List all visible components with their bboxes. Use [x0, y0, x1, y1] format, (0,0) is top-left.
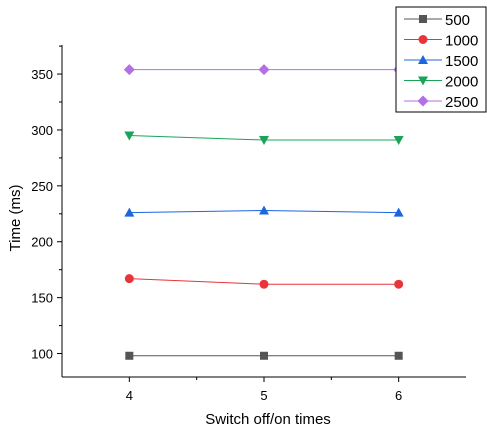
x-tick-label: 5 — [260, 388, 267, 403]
data-point-500 — [260, 351, 268, 360]
data-point-1000 — [394, 279, 404, 289]
legend-marker — [418, 35, 428, 44]
legend-marker — [417, 95, 429, 107]
legend: 500 1000 1500 2000 2500 — [395, 6, 487, 113]
data-point-1000 — [124, 274, 134, 284]
y-tick-label: 250 — [31, 179, 53, 194]
data-point-1000 — [259, 279, 269, 289]
data-point-500 — [125, 351, 134, 360]
data-point-2000 — [259, 136, 269, 146]
y-tick-label: 350 — [31, 67, 53, 82]
legend-entry-2500: 2500 — [404, 94, 478, 111]
data-point-500 — [394, 351, 403, 360]
y-tick-label: 200 — [31, 235, 53, 250]
data-point-1500 — [259, 205, 269, 215]
series-500 — [125, 351, 403, 360]
legend-marker — [419, 15, 427, 23]
series-1000 — [124, 274, 404, 289]
y-tick-label: 100 — [31, 347, 53, 362]
y-tick-label: 300 — [31, 123, 53, 138]
legend-entry-2000: 2000 — [404, 74, 478, 91]
legend-entry-500: 500 — [404, 12, 470, 29]
legend-marker — [418, 55, 428, 64]
y-tick-label: 150 — [31, 291, 53, 306]
series-1500 — [124, 205, 404, 217]
y-ticks: 100 150 200 250 300 350 — [31, 45, 62, 362]
series-2500 — [123, 64, 405, 76]
legend-label: 1000 — [445, 33, 478, 50]
legend-label: 2500 — [445, 94, 478, 111]
x-ticks: 4 5 6 — [126, 377, 402, 403]
series-2000 — [124, 131, 404, 146]
data-point-1500 — [124, 207, 135, 217]
series-layer — [123, 64, 405, 360]
legend-label: 2000 — [445, 74, 478, 91]
legend-label: 1500 — [445, 53, 478, 70]
data-point-1500 — [393, 207, 404, 217]
legend-entry-1500: 1500 — [404, 53, 478, 70]
legend-marker — [418, 76, 428, 86]
data-point-2500 — [123, 64, 135, 76]
x-tick-label: 4 — [126, 388, 133, 403]
x-tick-label: 6 — [395, 388, 402, 403]
data-point-2000 — [124, 131, 135, 141]
legend-label: 500 — [445, 12, 470, 29]
y-axis-label: Time (ms) — [7, 185, 24, 252]
legend-entry-1000: 1000 — [404, 33, 478, 50]
data-point-2000 — [393, 136, 404, 146]
data-point-2500 — [258, 64, 270, 76]
x-axis-label: Switch off/on times — [205, 411, 331, 428]
